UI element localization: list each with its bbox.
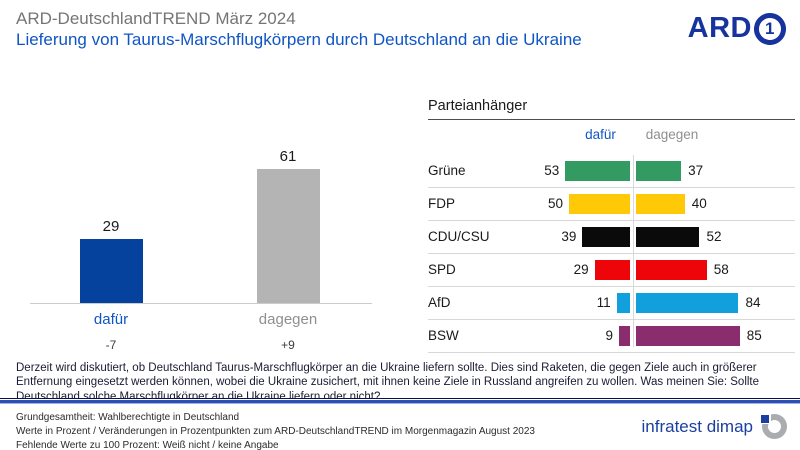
overall-bar-chart: 29 61 dafür -7 dagegen +9 bbox=[30, 128, 372, 364]
infratest-dimap-logo: infratest dimap bbox=[642, 413, 789, 440]
footnote-population: Grundgesamtheit: Wahlberechtigte in Deut… bbox=[16, 412, 240, 423]
column-header-dafuer: dafür bbox=[585, 127, 616, 142]
bar-dafuer bbox=[569, 194, 630, 214]
das-erste-one-icon: 1 bbox=[751, 10, 789, 47]
party-label: BSW bbox=[428, 328, 459, 343]
footer-divider bbox=[0, 398, 800, 404]
column-headers: dafür dagegen bbox=[428, 127, 795, 147]
panel-title: Parteianhänger bbox=[428, 98, 795, 120]
party-bar-zone: 9 85 bbox=[540, 320, 795, 352]
party-label: AfD bbox=[428, 295, 451, 310]
footnote-missing: Fehlende Werte zu 100 Prozent: Weiß nich… bbox=[16, 440, 279, 450]
value-dagegen: 40 bbox=[691, 196, 707, 211]
bar-dafuer bbox=[565, 161, 630, 181]
bar-value-dagegen: 61 bbox=[279, 148, 297, 165]
survey-name: ARD-DeutschlandTREND März 2024 bbox=[16, 9, 296, 28]
bar-dagegen bbox=[636, 227, 700, 247]
value-dagegen: 37 bbox=[688, 163, 704, 178]
bar-axis-labels: dafür -7 dagegen +9 bbox=[30, 304, 372, 364]
infratest-dimap-logo-text: infratest dimap bbox=[641, 416, 754, 436]
bar-dafuer bbox=[619, 326, 630, 346]
party-row-SPD: SPD 29 58 bbox=[428, 254, 795, 287]
bar-dafuer bbox=[594, 260, 630, 280]
party-bar-zone: 11 84 bbox=[540, 287, 795, 319]
value-dagegen: 84 bbox=[745, 295, 761, 310]
bar-dafuer bbox=[616, 293, 630, 313]
party-row-AfD: AfD 11 84 bbox=[428, 287, 795, 320]
bar-dagegen bbox=[636, 260, 707, 280]
bar-dagegen bbox=[636, 326, 740, 346]
party-row-CDU/CSU: CDU/CSU 39 52 bbox=[428, 221, 795, 254]
column-header-dagegen: dagegen bbox=[645, 127, 699, 142]
footnotes: Grundgesamtheit: Wahlberechtigte in Deut… bbox=[16, 411, 535, 450]
party-label: SPD bbox=[428, 262, 456, 277]
divider-line-blue bbox=[0, 400, 800, 403]
bar-plot-area: 29 61 bbox=[30, 128, 372, 304]
bar-dafuer bbox=[582, 227, 630, 247]
bar-change-dagegen: +9 bbox=[281, 338, 295, 352]
ard-logo: ARD 1 bbox=[687, 10, 789, 47]
value-dafuer: 39 bbox=[561, 229, 577, 244]
party-label: FDP bbox=[428, 196, 455, 211]
ard-logo-text: ARD bbox=[687, 12, 752, 44]
party-label: CDU/CSU bbox=[428, 229, 490, 244]
value-dafuer: 11 bbox=[596, 295, 611, 310]
value-dagegen: 58 bbox=[713, 262, 729, 277]
party-row-BSW: BSW 9 85 bbox=[428, 320, 795, 353]
party-row-FDP: FDP 50 40 bbox=[428, 188, 795, 221]
value-dagegen: 85 bbox=[746, 328, 762, 343]
value-dafuer: 29 bbox=[573, 262, 589, 277]
value-dafuer: 53 bbox=[544, 163, 560, 178]
bar-value-dafür: 29 bbox=[102, 218, 120, 235]
divider-line-light bbox=[0, 403, 800, 404]
infratest-dimap-icon bbox=[761, 413, 788, 440]
party-bar-zone: 53 37 bbox=[540, 155, 795, 187]
bar-dagegen bbox=[636, 194, 685, 214]
party-supporters-panel: Parteianhänger dafür dagegen Grüne 53 37 FD… bbox=[428, 98, 795, 353]
value-dagegen: 52 bbox=[706, 229, 722, 244]
center-axis-line bbox=[633, 155, 634, 347]
divider-line-dark bbox=[0, 398, 800, 399]
page-title: Lieferung von Taurus-Marschflugkörpern d… bbox=[16, 30, 582, 50]
party-bar-zone: 50 40 bbox=[540, 188, 795, 220]
bar-dagegen bbox=[636, 293, 739, 313]
party-bar-zone: 39 52 bbox=[540, 221, 795, 253]
party-row-Grüne: Grüne 53 37 bbox=[428, 155, 795, 188]
divider-line-gap bbox=[0, 399, 800, 400]
bar-dagegen bbox=[636, 161, 682, 181]
value-dafuer: 9 bbox=[605, 328, 614, 343]
party-rows: Grüne 53 37 FDP 50 40 CDU/CSU 39 52 SPD 29 58 AfD 11 8… bbox=[428, 155, 795, 353]
header: ARD-DeutschlandTREND März 2024 Lieferung… bbox=[16, 8, 582, 52]
bar-label-dagegen: dagegen bbox=[258, 311, 318, 328]
footnote-values: Werte in Prozent / Veränderungen in Proz… bbox=[16, 426, 535, 437]
party-label: Grüne bbox=[428, 163, 466, 178]
value-dafuer: 50 bbox=[547, 196, 563, 211]
bar-change-dafür: -7 bbox=[105, 338, 117, 352]
bar-dafür bbox=[79, 239, 143, 303]
party-bar-zone: 29 58 bbox=[540, 254, 795, 286]
bar-label-dafür: dafür bbox=[93, 311, 129, 328]
bar-dagegen bbox=[256, 169, 320, 303]
